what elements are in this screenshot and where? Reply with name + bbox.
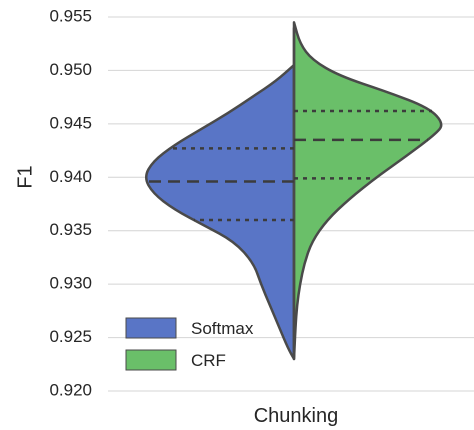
quartile-lines xyxy=(146,109,432,222)
legend-label-softmax: Softmax xyxy=(191,319,254,338)
y-tick-label: 0.950 xyxy=(49,60,92,79)
y-tick-label: 0.955 xyxy=(49,6,92,25)
y-tick-label: 0.925 xyxy=(49,327,92,346)
legend: Softmax CRF xyxy=(125,317,254,371)
y-tick-label: 0.940 xyxy=(49,167,92,186)
y-tick-label: 0.945 xyxy=(49,113,92,132)
y-tick-label: 0.935 xyxy=(49,220,92,239)
violin-half-softmax xyxy=(145,63,296,361)
violin-half-crf xyxy=(292,21,443,361)
legend-swatch-crf xyxy=(125,349,177,371)
x-tick-label-chunking: Chunking xyxy=(254,405,339,427)
y-tick-label: 0.930 xyxy=(49,274,92,293)
violin-layer xyxy=(145,21,443,361)
y-tick-label: 0.920 xyxy=(49,380,92,399)
y-axis-label: F1 xyxy=(14,165,36,188)
legend-swatch-softmax xyxy=(125,317,177,339)
legend-label-crf: CRF xyxy=(191,351,226,370)
y-tick-labels: 0.920 0.925 0.930 0.935 0.940 0.945 0.950 0.955 xyxy=(49,6,92,399)
